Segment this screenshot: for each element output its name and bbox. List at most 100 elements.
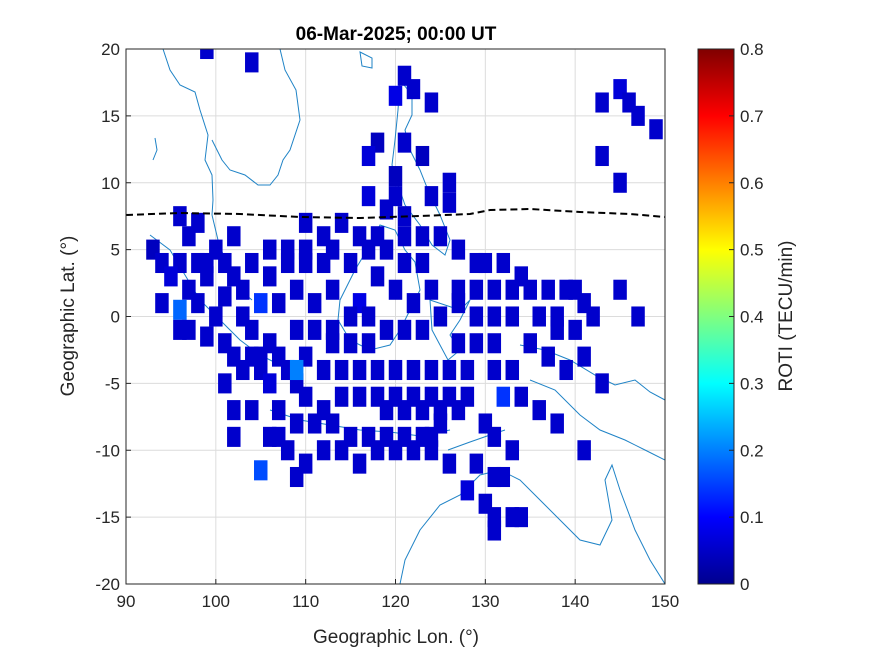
roti-cell (460, 359, 475, 381)
colorbar-label: ROTI (TECU/min) (776, 241, 797, 392)
colorbar-tick-label: 0.5 (740, 241, 764, 260)
roti-cell (262, 266, 277, 287)
roti-cell (343, 306, 358, 327)
roti-cell (245, 52, 259, 73)
y-tick-label: -10 (95, 441, 120, 460)
roti-cell (271, 400, 286, 421)
roti-cell (325, 413, 340, 434)
x-tick-label: 110 (292, 592, 319, 611)
y-tick-label: -20 (95, 575, 120, 594)
coastline-indochina (162, 49, 214, 216)
roti-cell (415, 319, 430, 340)
roti-cell (173, 299, 187, 320)
y-tick-label: 20 (101, 40, 120, 59)
roti-cell (262, 239, 277, 260)
roti-cell (451, 333, 466, 354)
coastline-philippines (391, 78, 451, 256)
roti-cell (514, 266, 529, 287)
roti-cell (388, 440, 403, 461)
roti-cell (451, 400, 466, 421)
roti-cell (271, 293, 286, 314)
roti-cell (334, 212, 349, 233)
roti-cell (406, 359, 421, 381)
roti-cell (289, 466, 304, 488)
roti-cell (433, 226, 448, 247)
roti-cell (487, 333, 502, 354)
roti-cell (424, 426, 439, 447)
roti-cell (532, 306, 546, 327)
roti-cell (218, 286, 232, 307)
roti-cell (568, 319, 582, 340)
roti-cell (469, 306, 484, 327)
roti-cell (613, 279, 627, 300)
roti-cells (146, 49, 663, 541)
roti-cell (469, 252, 484, 274)
roti-cell (361, 145, 376, 167)
roti-cell (568, 279, 582, 300)
roti-cell (370, 226, 385, 247)
roti-cell (415, 145, 430, 167)
roti-cell (334, 440, 349, 461)
colorbar-ticks: 0 0.1 0.2 0.3 0.4 0.5 0.6 0.7 0.8 (729, 40, 764, 594)
roti-cell (280, 239, 295, 260)
roti-cell (505, 440, 520, 461)
x-axis-ticks: 90 100 110 120 130 140 150 (117, 579, 679, 611)
roti-cell (424, 186, 439, 207)
roti-cell (442, 172, 457, 193)
roti-cell (236, 279, 250, 300)
roti-cell (541, 346, 555, 367)
roti-cell (316, 226, 331, 247)
roti-cell (254, 346, 268, 367)
roti-cell (415, 226, 430, 247)
roti-cell (397, 319, 412, 340)
roti-cell (577, 346, 591, 367)
roti-cell (487, 359, 502, 381)
roti-cell (245, 400, 259, 421)
roti-cell (550, 413, 564, 434)
roti-cell (631, 306, 645, 327)
roti-cell (155, 293, 169, 314)
y-axis-label: Geographic Lat. (°) (58, 236, 79, 397)
roti-cell (200, 252, 214, 274)
y-tick-label: 5 (111, 241, 120, 260)
roti-cell (406, 293, 421, 314)
roti-cell (550, 306, 564, 327)
roti-cell (415, 400, 430, 421)
roti-cell (200, 49, 214, 60)
roti-cell (496, 252, 511, 274)
roti-cell (487, 279, 502, 300)
roti-cell (559, 359, 573, 381)
roti-cell (379, 400, 394, 421)
roti-cell (262, 373, 277, 394)
colorbar-tick-label: 0.3 (740, 374, 764, 393)
roti-cell (514, 507, 529, 528)
roti-cell (227, 426, 241, 447)
roti-cell (325, 279, 340, 300)
y-tick-label: 10 (101, 174, 120, 193)
roti-cell (595, 373, 609, 394)
roti-cell (191, 293, 205, 314)
coastline-hainan (359, 51, 373, 69)
coastline-australia (399, 463, 665, 584)
y-axis-ticks: 20 15 10 5 0 -5 -10 -15 -20 (95, 40, 131, 594)
colorbar-tick-label: 0.8 (740, 40, 764, 59)
roti-cell (227, 226, 241, 247)
roti-cell (227, 400, 241, 421)
roti-cell (370, 266, 385, 287)
roti-cell (343, 333, 358, 354)
roti-cell (442, 453, 457, 474)
roti-cell (415, 252, 430, 274)
roti-cell (496, 386, 511, 407)
roti-cell (532, 400, 546, 421)
roti-cell (397, 252, 412, 274)
roti-cell (424, 279, 439, 300)
roti-cell (388, 279, 403, 300)
x-tick-label: 150 (651, 592, 679, 611)
coastline-new-guinea-south (529, 379, 665, 461)
roti-cell (442, 359, 457, 381)
roti-cell (316, 359, 331, 381)
x-tick-label: 140 (561, 592, 589, 611)
roti-cell (388, 359, 403, 381)
roti-cell (469, 279, 484, 300)
